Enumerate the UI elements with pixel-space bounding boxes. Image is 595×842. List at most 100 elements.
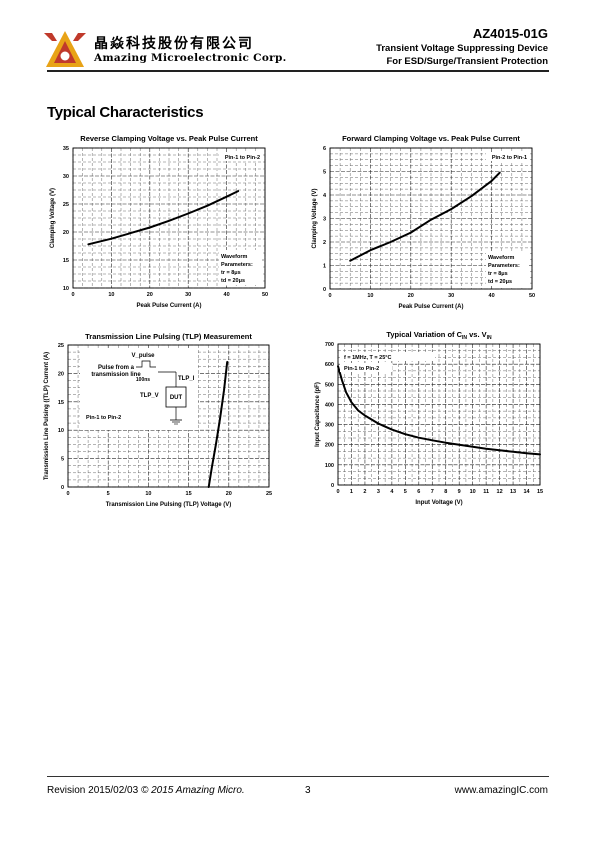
inset-pulse-label: V_pulse xyxy=(131,353,155,359)
y-tick-label: 0 xyxy=(61,485,64,491)
plot-frame xyxy=(67,344,270,488)
x-tick-label: 5 xyxy=(404,489,407,495)
y-tick-label: 25 xyxy=(63,202,69,208)
chart-title-part: vs. V xyxy=(467,330,487,339)
y-tick-label: 300 xyxy=(325,423,334,429)
x-axis-label: Input Voltage (V) xyxy=(415,500,462,506)
annotation-text: f = 1MHz, T = 25°C xyxy=(344,355,391,361)
y-tick-label: 20 xyxy=(63,230,69,236)
legend-label: Pin-2 to Pin-1 xyxy=(492,155,527,161)
x-tick-label: 4 xyxy=(390,489,394,495)
chart-reverse-clamping: Reverse Clamping Voltage vs. Peak Pulse … xyxy=(50,134,268,309)
part-number: AZ4015-01G xyxy=(472,26,548,41)
y-tick-label: 10 xyxy=(58,428,64,434)
series-line xyxy=(337,365,541,456)
x-tick-label: 20 xyxy=(147,292,153,298)
x-tick-label: 10 xyxy=(108,292,114,298)
annotation-text: Parameters: xyxy=(221,262,253,268)
section-title: Typical Characteristics xyxy=(47,104,204,121)
chart-tlp-measurement: Transmission Line Pulsing (TLP) Measurem… xyxy=(44,332,272,508)
footer-url[interactable]: www.amazingIC.com xyxy=(454,785,548,796)
legend-label: Pin-1 to Pin-2 xyxy=(86,415,121,421)
x-tick-label: 0 xyxy=(66,491,69,497)
legend-box xyxy=(486,152,529,161)
device-description: Transient Voltage Suppressing Device xyxy=(376,43,548,54)
x-tick-label: 50 xyxy=(262,292,268,298)
x-tick-label: 12 xyxy=(497,489,503,495)
x-tick-label: 40 xyxy=(489,293,495,299)
x-tick-label: 10 xyxy=(145,491,151,497)
y-tick-label: 0 xyxy=(323,287,326,293)
legend-label: Pin-1 to Pin-2 xyxy=(344,366,379,372)
series-line xyxy=(87,190,240,246)
annotation-text: Waveform xyxy=(221,254,247,260)
y-tick-label: 30 xyxy=(63,174,69,180)
copyright-text: © 2015 Amazing Micro. xyxy=(140,785,245,796)
x-tick-label: 10 xyxy=(470,489,476,495)
y-tick-label: 6 xyxy=(323,146,326,152)
y-tick-label: 400 xyxy=(325,402,334,408)
x-tick-label: 50 xyxy=(529,293,535,299)
revision-text: Revision 2015/02/03 xyxy=(47,785,139,796)
inset-voltage-label: TLP_V xyxy=(140,393,159,399)
inset-device-label: DUT xyxy=(170,395,183,401)
annotation-box xyxy=(340,352,435,361)
x-tick-label: 2 xyxy=(363,489,366,495)
header-rule xyxy=(47,70,549,72)
y-tick-label: 5 xyxy=(323,170,326,176)
y-tick-label: 25 xyxy=(58,343,64,349)
y-tick-label: 100 xyxy=(325,463,334,469)
x-tick-label: 0 xyxy=(328,293,331,299)
chart-title: Reverse Clamping Voltage vs. Peak Pulse … xyxy=(80,134,258,143)
plot-frame xyxy=(329,147,533,290)
x-tick-label: 30 xyxy=(185,292,191,298)
x-tick-label: 0 xyxy=(71,292,74,298)
x-axis-label: Peak Pulse Current (A) xyxy=(398,304,463,310)
annotation-box xyxy=(219,250,262,285)
y-tick-label: 10 xyxy=(63,286,69,292)
x-axis-label: Peak Pulse Current (A) xyxy=(136,303,201,309)
y-axis-label: Clamping Voltage (V) xyxy=(312,189,318,249)
annotation-text: Waveform xyxy=(488,255,514,261)
y-axis-label: Transmission Line Pulsing ((TLP) Current… xyxy=(44,352,50,480)
footer-revision: Revision 2015/02/03 © 2015 Amazing Micro… xyxy=(47,785,245,796)
legend-box xyxy=(340,363,392,372)
annotation-text: td = 20μs xyxy=(488,279,512,285)
plot-frame xyxy=(337,343,541,486)
footer-rule xyxy=(47,776,549,777)
series-line xyxy=(207,361,229,488)
x-tick-label: 15 xyxy=(537,489,543,495)
device-application: For ESD/Surge/Transient Protection xyxy=(386,56,548,67)
chart-forward-clamping: Forward Clamping Voltage vs. Peak Pulse … xyxy=(312,134,535,310)
y-tick-label: 500 xyxy=(325,382,334,388)
inset-source-label: transmission line xyxy=(91,372,141,378)
x-tick-label: 30 xyxy=(448,293,454,299)
annotation-text: td = 20μs xyxy=(221,278,245,284)
y-tick-label: 35 xyxy=(63,146,69,152)
company-logo xyxy=(44,31,86,67)
plot-frame xyxy=(72,147,266,289)
y-tick-label: 600 xyxy=(325,362,334,368)
y-tick-label: 2 xyxy=(323,240,326,246)
y-tick-label: 15 xyxy=(63,258,69,264)
x-tick-label: 15 xyxy=(186,491,192,497)
x-tick-label: 0 xyxy=(336,489,339,495)
x-tick-label: 1 xyxy=(350,489,353,495)
x-axis-label: Transmission Line Pulsing (TLP) Voltage … xyxy=(106,502,232,508)
inset-width-label: 100ns xyxy=(136,377,150,383)
chart-title: Transmission Line Pulsing (TLP) Measurem… xyxy=(85,332,252,341)
chart-title-part: Typical Variation of C xyxy=(386,330,462,339)
y-tick-label: 5 xyxy=(61,457,64,463)
chart-title-subscript: IN xyxy=(462,335,467,341)
x-tick-label: 11 xyxy=(483,489,489,495)
y-tick-label: 15 xyxy=(58,400,64,406)
x-tick-label: 8 xyxy=(444,489,447,495)
y-tick-label: 20 xyxy=(58,371,64,377)
legend-box xyxy=(219,152,262,161)
pulse-symbol xyxy=(136,360,156,368)
x-tick-label: 10 xyxy=(367,293,373,299)
y-tick-label: 4 xyxy=(323,193,327,199)
y-axis-label: Input Capacitance (pF) xyxy=(315,382,321,447)
